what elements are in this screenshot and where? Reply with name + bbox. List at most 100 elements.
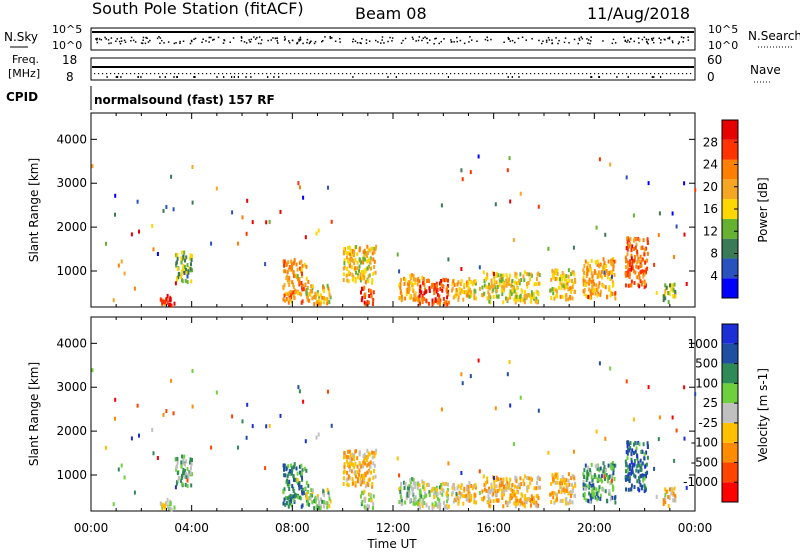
- power-scatter-cell: [363, 271, 366, 276]
- power-scatter-cell: [461, 177, 464, 182]
- power-scatter-cell: [371, 280, 374, 285]
- velocity-scatter-cell: [404, 481, 407, 486]
- power-scatter-cell: [455, 287, 458, 292]
- nsky-point: [531, 38, 533, 40]
- velocity-scatter-cell: [310, 493, 313, 498]
- power-scatter-cell: [366, 244, 369, 249]
- velocity-scatter-cell: [555, 497, 558, 501]
- power-scatter-cell: [572, 245, 575, 250]
- velocity-scatter-cell: [420, 494, 423, 499]
- velocity-scatter-cell: [423, 495, 426, 500]
- nsky-point: [456, 36, 458, 39]
- velocity-scatter-cell: [503, 490, 505, 495]
- velocity-scatter-cell: [570, 491, 573, 496]
- velocity-scatter-cell: [673, 458, 676, 463]
- power-scatter-cell: [289, 265, 292, 270]
- velocity-scatter-cell: [330, 423, 333, 428]
- velocity-scatter-cell: [372, 506, 374, 510]
- velocity-scatter-cell: [467, 489, 470, 494]
- nave-point: [118, 73, 120, 75]
- velocity-scatter-cell: [671, 415, 674, 420]
- velocity-scatter-cell: [432, 486, 435, 491]
- velocity-scatter-cell: [300, 496, 303, 501]
- velocity-scatter-cell: [591, 495, 594, 500]
- velocity-scatter-cell: [488, 486, 490, 491]
- power-scatter-cell: [637, 256, 640, 261]
- power-scatter-cell: [636, 252, 639, 257]
- velocity-scatter-cell: [356, 479, 359, 484]
- velocity-scatter-cell: [447, 493, 449, 498]
- velocity-colorbar-tick-label: -100: [691, 436, 718, 450]
- velocity-scatter-cell: [468, 481, 471, 485]
- power-scatter-cell: [433, 283, 436, 287]
- velocity-scatter-cell: [502, 485, 505, 490]
- power-scatter-cell: [311, 284, 314, 289]
- velocity-scatter-cell: [633, 473, 636, 478]
- power-scatter-cell: [502, 273, 505, 278]
- nave-point: [122, 73, 124, 75]
- power-scatter-cell: [556, 271, 559, 276]
- velocity-scatter-cell: [175, 467, 178, 472]
- power-scatter-cell: [421, 297, 424, 302]
- power-scatter-cell: [633, 281, 636, 285]
- power-scatter-cell: [170, 174, 173, 179]
- power-ytick-label: 1000: [56, 264, 87, 278]
- velocity-scatter-cell: [524, 497, 527, 502]
- velocity-scatter-cell: [176, 471, 179, 476]
- velocity-scatter-cell: [536, 481, 538, 485]
- power-scatter-cell: [537, 292, 540, 297]
- power-scatter-cell: [298, 277, 301, 281]
- power-scatter-cell: [645, 246, 648, 251]
- nave-point: [126, 73, 128, 75]
- power-scatter-cell: [609, 293, 612, 298]
- power-scatter-cell: [291, 280, 294, 285]
- velocity-scatter-cell: [625, 487, 627, 492]
- velocity-colorbar-tick-label: 500: [695, 357, 718, 371]
- nave-point: [642, 73, 644, 75]
- power-scatter-cell: [635, 264, 638, 269]
- velocity-scatter-cell: [638, 488, 641, 493]
- power-scatter-cell: [502, 281, 505, 286]
- nsky-point: [314, 40, 317, 43]
- power-scatter-cell: [608, 287, 611, 292]
- nave-point: [447, 76, 449, 78]
- nsky-point: [643, 36, 646, 38]
- velocity-scatter-cell: [166, 497, 169, 502]
- velocity-scatter-cell: [356, 456, 359, 461]
- power-scatter-cell: [632, 213, 635, 218]
- power-scatter-cell: [405, 292, 408, 297]
- power-scatter-cell: [519, 272, 522, 277]
- power-scatter-cell: [590, 279, 593, 284]
- velocity-scatter-cell: [300, 471, 303, 476]
- power-scatter-cell: [625, 283, 627, 288]
- velocity-scatter-cell: [529, 481, 532, 486]
- velocity-scatter-cell: [609, 497, 612, 502]
- power-scatter-cell: [328, 300, 331, 305]
- velocity-scatter-cell: [493, 478, 496, 483]
- power-scatter-cell: [189, 253, 192, 258]
- nave-point: [558, 73, 560, 75]
- velocity-scatter-cell: [456, 496, 459, 501]
- velocity-scatter-cell: [610, 474, 613, 479]
- velocity-scatter-cell: [468, 498, 471, 503]
- nave-point: [422, 73, 424, 75]
- velocity-scatter-cell: [553, 491, 556, 496]
- velocity-scatter-cell: [506, 501, 509, 506]
- velocity-scatter-cell: [602, 461, 605, 466]
- power-scatter-cell: [442, 277, 445, 282]
- velocity-scatter-cell: [295, 493, 298, 498]
- power-scatter-cell: [410, 281, 413, 286]
- power-scatter-cell: [294, 290, 297, 295]
- velocity-scatter-cell: [346, 482, 349, 487]
- nsky-point: [299, 38, 302, 40]
- velocity-scatter-cell: [360, 474, 363, 478]
- velocity-scatter-cell: [535, 486, 538, 491]
- nave-point: [686, 73, 688, 75]
- velocity-scatter-cell: [182, 471, 184, 476]
- nave-point: [590, 76, 592, 78]
- velocity-scatter-cell: [120, 463, 123, 468]
- power-scatter-cell: [180, 260, 183, 265]
- power-scatter-cell: [366, 251, 369, 255]
- power-scatter-cell: [611, 291, 614, 296]
- power-scatter-cell: [487, 290, 490, 295]
